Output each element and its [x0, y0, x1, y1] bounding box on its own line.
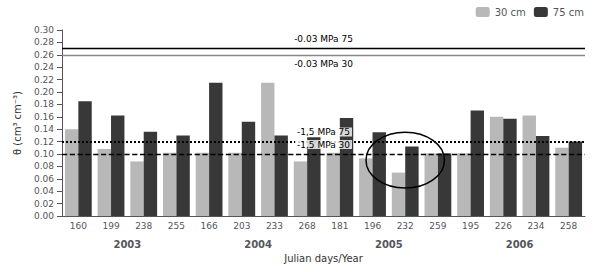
svg-text:0.18: 0.18: [34, 99, 54, 109]
svg-text:259: 259: [429, 221, 446, 231]
svg-text:0.14: 0.14: [34, 124, 54, 134]
svg-text:255: 255: [168, 221, 185, 231]
svg-text:75 cm: 75 cm: [553, 7, 584, 18]
svg-text:0.24: 0.24: [34, 62, 54, 72]
svg-text:166: 166: [201, 221, 218, 231]
svg-text:199: 199: [102, 221, 119, 231]
svg-text:0.12: 0.12: [34, 137, 54, 147]
svg-text:238: 238: [135, 221, 152, 231]
svg-text:181: 181: [331, 221, 348, 231]
svg-text:30 cm: 30 cm: [495, 7, 526, 18]
svg-text:0.06: 0.06: [34, 174, 54, 184]
svg-text:0.00: 0.00: [34, 211, 54, 221]
svg-text:0.22: 0.22: [34, 75, 54, 85]
svg-text:0.26: 0.26: [34, 50, 54, 60]
svg-text:-0.03 MPa 75: -0.03 MPa 75: [294, 34, 353, 44]
svg-text:2003: 2003: [113, 239, 141, 250]
svg-text:Julian days/Year: Julian days/Year: [283, 253, 364, 264]
svg-text:268: 268: [299, 221, 316, 231]
svg-text:0.02: 0.02: [34, 199, 54, 209]
svg-text:2006: 2006: [506, 239, 534, 250]
svg-text:-1,5 MPa 30: -1,5 MPa 30: [297, 140, 350, 150]
svg-text:θ (cm³ cm⁻³): θ (cm³ cm⁻³): [12, 91, 23, 155]
svg-text:232: 232: [397, 221, 414, 231]
svg-text:234: 234: [527, 221, 544, 231]
svg-text:0.04: 0.04: [34, 186, 54, 196]
svg-text:226: 226: [495, 221, 512, 231]
svg-text:0.28: 0.28: [34, 37, 54, 47]
svg-text:195: 195: [462, 221, 479, 231]
svg-text:0.10: 0.10: [34, 149, 54, 159]
svg-text:196: 196: [364, 221, 381, 231]
svg-text:-0.03 MPa 30: -0.03 MPa 30: [294, 59, 353, 69]
svg-text:160: 160: [70, 221, 87, 231]
svg-text:0.20: 0.20: [34, 87, 54, 97]
svg-text:0.08: 0.08: [34, 161, 54, 171]
svg-text:0.16: 0.16: [34, 112, 54, 122]
svg-text:-1,5 MPa 75: -1,5 MPa 75: [297, 127, 350, 137]
svg-text:233: 233: [266, 221, 283, 231]
svg-text:203: 203: [233, 221, 250, 231]
svg-text:0.30: 0.30: [34, 25, 54, 35]
svg-text:2005: 2005: [375, 239, 403, 250]
svg-text:258: 258: [560, 221, 577, 231]
svg-text:2004: 2004: [244, 239, 272, 250]
